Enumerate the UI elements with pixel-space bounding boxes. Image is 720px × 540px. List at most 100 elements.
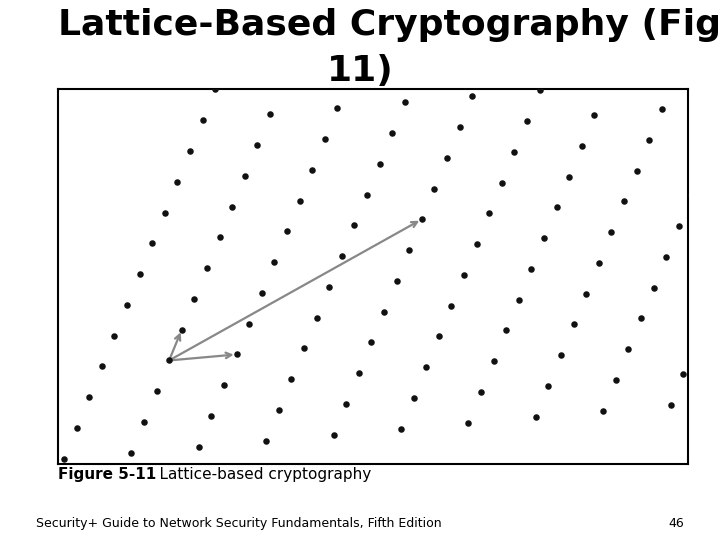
Point bbox=[387, 129, 398, 137]
Point bbox=[508, 147, 520, 156]
Point bbox=[134, 270, 145, 279]
Text: Lattice-Based Cryptography (Figure 5-: Lattice-Based Cryptography (Figure 5- bbox=[58, 8, 720, 42]
Point bbox=[446, 301, 457, 310]
Point bbox=[644, 136, 655, 144]
Point bbox=[635, 314, 647, 323]
Point bbox=[273, 406, 284, 414]
Point bbox=[576, 141, 588, 150]
Point bbox=[496, 178, 508, 187]
Point bbox=[109, 332, 120, 340]
Point bbox=[685, 191, 697, 200]
Point bbox=[408, 394, 419, 402]
Point bbox=[454, 123, 465, 131]
Point bbox=[71, 424, 82, 433]
Point bbox=[189, 295, 200, 303]
Point bbox=[433, 332, 444, 341]
Point bbox=[526, 265, 537, 273]
Point bbox=[665, 400, 676, 409]
Text: Figure 5-11: Figure 5-11 bbox=[58, 467, 156, 482]
Point bbox=[539, 234, 550, 242]
Point bbox=[230, 350, 242, 359]
Point bbox=[58, 455, 70, 463]
Point bbox=[420, 363, 432, 372]
Point bbox=[294, 196, 305, 205]
Point bbox=[311, 313, 323, 322]
Point bbox=[428, 184, 440, 193]
Point bbox=[281, 227, 292, 235]
Point bbox=[660, 253, 672, 261]
Text: 11): 11) bbox=[327, 54, 393, 88]
Point bbox=[332, 104, 343, 112]
Point bbox=[251, 141, 263, 150]
Point bbox=[150, 387, 162, 395]
Point bbox=[606, 228, 617, 237]
Point bbox=[197, 116, 208, 125]
Point bbox=[488, 357, 500, 366]
Point bbox=[374, 159, 385, 168]
Point bbox=[543, 382, 554, 390]
Point bbox=[483, 209, 495, 218]
Point bbox=[441, 153, 453, 162]
Point bbox=[193, 442, 204, 451]
Point bbox=[395, 424, 407, 433]
Point bbox=[564, 172, 575, 181]
Point bbox=[323, 282, 335, 291]
Point bbox=[471, 240, 482, 248]
Point bbox=[673, 222, 685, 231]
Point bbox=[353, 369, 364, 377]
Point bbox=[513, 295, 524, 304]
Point bbox=[239, 172, 251, 180]
Point bbox=[307, 165, 318, 174]
Point bbox=[463, 418, 474, 427]
Point bbox=[176, 325, 187, 334]
Point bbox=[416, 215, 428, 224]
Text: 46: 46 bbox=[668, 517, 684, 530]
Point bbox=[184, 147, 196, 156]
Text: Lattice-based cryptography: Lattice-based cryptography bbox=[140, 467, 372, 482]
Point bbox=[399, 98, 410, 106]
Point bbox=[403, 246, 415, 254]
Point bbox=[121, 301, 132, 309]
Point bbox=[264, 110, 276, 119]
Point bbox=[84, 393, 95, 402]
Point bbox=[678, 370, 689, 379]
Point bbox=[568, 320, 580, 329]
Point bbox=[366, 338, 377, 347]
Text: Security+ Guide to Network Security Fundamentals, Fifth Edition: Security+ Guide to Network Security Fund… bbox=[36, 517, 441, 530]
Point bbox=[206, 411, 217, 420]
Point bbox=[610, 376, 621, 384]
Point bbox=[378, 307, 390, 316]
Point bbox=[534, 86, 545, 94]
Point bbox=[530, 413, 541, 421]
Point bbox=[458, 271, 469, 279]
Point bbox=[631, 166, 642, 175]
Point bbox=[286, 375, 297, 383]
Point bbox=[171, 178, 183, 186]
Point bbox=[298, 344, 310, 353]
Point bbox=[551, 203, 562, 212]
Point bbox=[521, 117, 533, 125]
Point bbox=[201, 264, 212, 273]
Point bbox=[656, 105, 667, 113]
Point bbox=[618, 197, 630, 206]
Point bbox=[593, 259, 605, 267]
Point bbox=[214, 233, 225, 242]
Point bbox=[623, 345, 634, 354]
Point bbox=[500, 326, 512, 335]
Point bbox=[96, 362, 107, 371]
Point bbox=[146, 239, 158, 248]
Point bbox=[243, 319, 255, 328]
Point bbox=[336, 252, 348, 260]
Point bbox=[648, 284, 660, 292]
Point bbox=[341, 400, 352, 408]
Point bbox=[226, 202, 238, 211]
Point bbox=[589, 111, 600, 119]
Point bbox=[580, 289, 592, 298]
Point bbox=[159, 208, 171, 217]
Point bbox=[210, 85, 221, 94]
Point bbox=[319, 134, 330, 143]
Point bbox=[138, 417, 150, 426]
Point bbox=[391, 276, 402, 285]
Point bbox=[598, 407, 609, 415]
Point bbox=[269, 258, 280, 266]
